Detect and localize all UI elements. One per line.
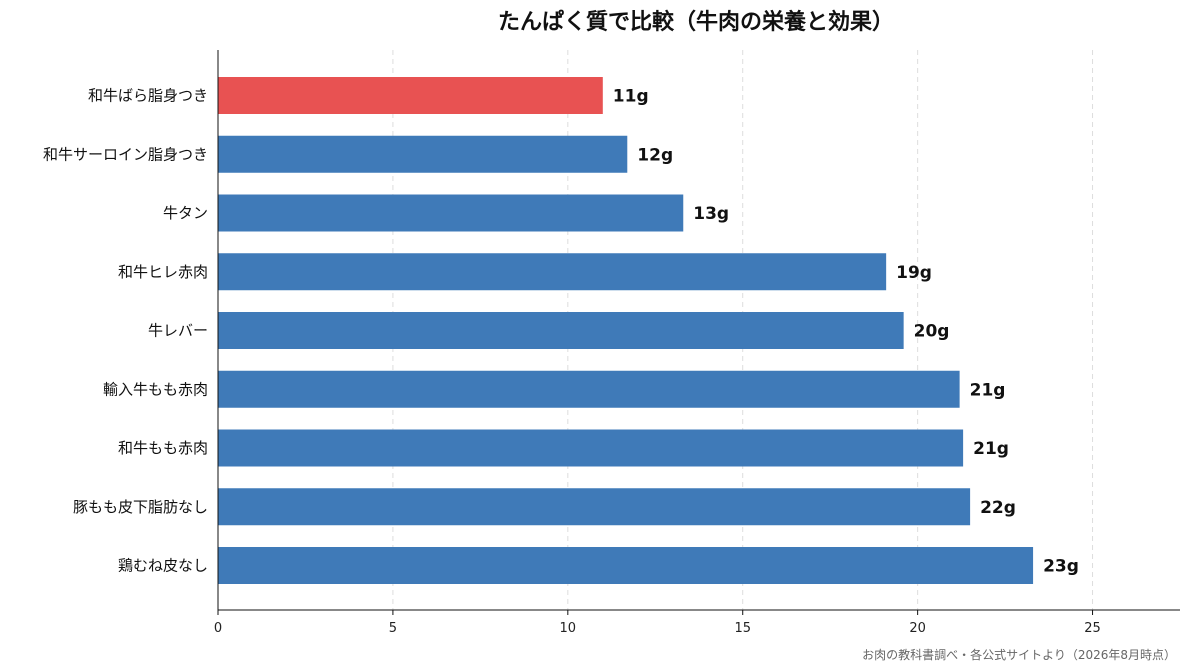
bar [218, 312, 904, 349]
category-label: 輸入牛もも赤肉 [103, 380, 208, 398]
value-label: 19g [896, 263, 932, 283]
bar [218, 429, 964, 467]
category-label: 和牛ばら脂身つき [88, 87, 208, 105]
bar [218, 547, 1034, 584]
bar [218, 488, 971, 526]
value-label: 13g [693, 204, 729, 224]
value-label: 12g [637, 145, 673, 165]
value-label: 21g [973, 439, 1009, 459]
bar [218, 135, 628, 173]
x-tick-label: 5 [389, 621, 397, 636]
x-tick-label: 25 [1084, 621, 1101, 636]
bar [218, 370, 960, 408]
value-label: 20g [914, 322, 950, 342]
category-label: 豚もも皮下脂肪なし [73, 498, 208, 516]
bars [218, 77, 1034, 584]
x-tick-label: 20 [909, 621, 926, 636]
chart-title: たんぱく質で比較（牛肉の栄養と効果） [498, 9, 894, 35]
value-label: 23g [1043, 557, 1079, 577]
category-label: 牛タン [163, 204, 208, 222]
category-label: 和牛ヒレ赤肉 [118, 263, 208, 281]
category-label: 鶏むね皮なし [118, 557, 208, 575]
category-label: 和牛サーロイン脂身つき [43, 145, 208, 163]
value-labels: 11g 12g 13g 19g 20g 21g 21g 22g 23g [613, 87, 1079, 577]
x-tick-label: 15 [734, 621, 751, 636]
category-label: 牛レバー [148, 322, 208, 340]
x-ticks: 0 5 10 15 20 25 [214, 610, 1101, 636]
x-tick-label: 10 [560, 621, 577, 636]
value-label: 21g [970, 380, 1006, 400]
bar [218, 253, 887, 291]
bar [218, 77, 603, 114]
category-labels: 和牛ばら脂身つき和牛サーロイン脂身つき牛タン和牛ヒレ赤肉牛レバー輸入牛もも赤肉和… [43, 87, 208, 575]
axes [217, 50, 1180, 611]
source-note: お肉の教科書調べ・各公式サイトより（2026年8月時点） [862, 647, 1176, 662]
x-tick-label: 0 [214, 621, 222, 636]
bar [218, 194, 684, 232]
value-label: 22g [980, 498, 1016, 518]
category-label: 和牛もも赤肉 [118, 439, 208, 457]
value-label: 11g [613, 87, 649, 107]
